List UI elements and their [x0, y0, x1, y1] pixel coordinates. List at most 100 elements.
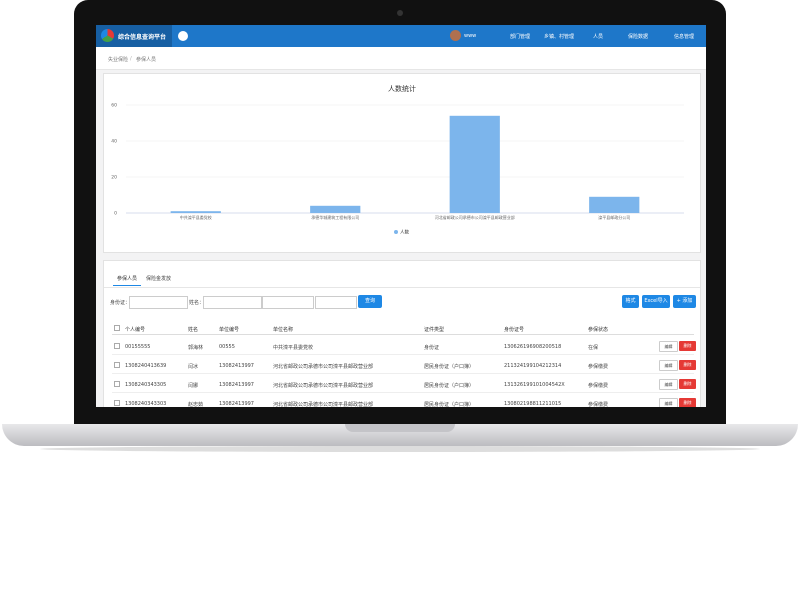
tab-underline: [113, 285, 141, 286]
table-cell: 郭海林: [188, 345, 204, 351]
table-cell: 河北省邮政公司承德市公司滦平县邮政营业部: [273, 402, 374, 407]
laptop-shadow: [40, 446, 760, 452]
edit-button[interactable]: 编辑: [659, 341, 678, 352]
table-cell: 中共滦平县委党校: [273, 345, 314, 351]
navbar: 综合信息查询平台 www 部门管理 乡镇、村管理 人员 保险数据 信息管理: [96, 25, 706, 47]
delete-button[interactable]: 删除: [679, 398, 696, 407]
avatar: [450, 30, 461, 41]
table-cell: 闫冰: [188, 364, 199, 370]
select[interactable]: [315, 296, 357, 309]
checkbox[interactable]: [114, 325, 120, 331]
table: 个人编号 姓名 单位编号 单位名称 证件类型 身份证号 参保状态 00155555 郭海林 005…: [104, 261, 700, 407]
table-cell: 13082413997: [219, 382, 254, 388]
edit-button[interactable]: 编辑: [659, 398, 678, 407]
table-cell: 居民身份证（户口簿）: [424, 383, 475, 389]
table-cell: 13082413997: [219, 363, 254, 369]
chart: 人数统计 0 20 40 60 中共滦平县委党校 承德华城建筑工程有限公司 河北省邮政公司承…: [111, 84, 684, 236]
laptop-base: [2, 424, 798, 446]
legend-label: 人数: [400, 229, 409, 236]
format-button[interactable]: 格式: [622, 295, 639, 308]
header-cell: 参保状态: [588, 327, 609, 333]
bar: [589, 196, 640, 213]
import-button[interactable]: Excel导入: [642, 295, 670, 308]
brand-text: 综合信息查询平台: [118, 34, 167, 41]
table-cell: 1308240343305: [125, 382, 167, 388]
nav-item[interactable]: 乡镇、村管理: [544, 34, 575, 40]
legend-marker: [394, 230, 398, 234]
table-cell: 参保缴费: [588, 402, 609, 407]
nav-item[interactable]: 保险数据: [628, 34, 649, 40]
nav-item[interactable]: 部门管理: [510, 34, 531, 40]
checkbox[interactable]: [114, 400, 120, 406]
header-cell: 姓名: [188, 327, 199, 333]
tab[interactable]: 保险金发放: [146, 276, 172, 282]
row-line: [112, 334, 694, 335]
table-cell: 居民身份证（户口簿）: [424, 402, 475, 407]
edit-button[interactable]: 编辑: [659, 379, 678, 390]
breadcrumb-item[interactable]: 失业保险: [108, 57, 129, 63]
name-input[interactable]: [203, 296, 262, 309]
table-cell: 身份证: [424, 345, 440, 351]
delete-button[interactable]: 删除: [679, 379, 696, 389]
tab[interactable]: 参保人员: [117, 276, 138, 282]
bar: [310, 205, 361, 213]
breadcrumb-item: 参保人员: [136, 57, 157, 63]
table-panel: 参保人员 保险金发放 身份证： 姓名： 查询 格式 Excel导入 + 添加 个…: [103, 260, 701, 407]
x-tick-label: 滦平县邮政分公司: [598, 214, 630, 220]
tab-divider: [104, 287, 700, 288]
header-cell: 单位名称: [273, 327, 294, 333]
table-cell: 130802198811211015: [504, 401, 562, 407]
table-cell: 赵忠茹: [188, 402, 204, 407]
brand[interactable]: 综合信息查询平台: [96, 25, 172, 47]
table-cell: 131326199101004542X: [504, 382, 565, 388]
row-line: [112, 354, 694, 355]
id-input[interactable]: [129, 296, 188, 309]
chart-title: 人数统计: [388, 84, 416, 93]
laptop-notch: [345, 424, 455, 432]
header-cell: 身份证号: [504, 327, 525, 333]
table-cell: 1308240343303: [125, 401, 167, 407]
nav-user[interactable]: www: [464, 33, 477, 39]
x-tick-label: 承德华城建筑工程有限公司: [311, 214, 359, 220]
bar: [449, 115, 500, 213]
table-cell: 参保缴费: [588, 383, 609, 389]
header-cell: 个人编号: [125, 327, 146, 333]
delete-button[interactable]: 删除: [679, 341, 696, 351]
camera: [397, 10, 403, 16]
table-cell: 130626196908200518: [504, 344, 562, 350]
table-cell: 河北省邮政公司承德市公司滦平县邮政营业部: [273, 364, 374, 370]
table-cell: 13082413997: [219, 401, 254, 407]
delete-button[interactable]: 删除: [679, 360, 696, 370]
table-cell: 在保: [588, 345, 599, 351]
header-cell: 证件类型: [424, 327, 445, 333]
screen: 综合信息查询平台 www 部门管理 乡镇、村管理 人员 保险数据 信息管理 失业…: [96, 25, 706, 407]
y-tick-label: 20: [111, 175, 117, 181]
search-button[interactable]: 查询: [358, 295, 382, 308]
row-line: [112, 373, 694, 374]
x-tick-label: 中共滦平县委党校: [180, 214, 212, 220]
edit-button[interactable]: 编辑: [659, 360, 678, 371]
table-cell: 参保缴费: [588, 364, 609, 370]
row-line: [112, 392, 694, 393]
name-label: 姓名：: [189, 300, 205, 306]
select[interactable]: [262, 296, 314, 309]
search-icon[interactable]: [178, 31, 188, 41]
header-cell: 单位编号: [219, 327, 240, 333]
breadcrumb: 失业保险 / 参保人员: [96, 47, 706, 70]
bar: [170, 211, 221, 213]
y-tick-label: 0: [114, 211, 117, 217]
table-cell: 00555: [219, 344, 235, 350]
table-cell: 211324199104212314: [504, 363, 562, 369]
add-button[interactable]: + 添加: [673, 295, 696, 308]
nav-item[interactable]: 人员: [593, 34, 604, 40]
table-cell: 河北省邮政公司承德市公司滦平县邮政营业部: [273, 383, 374, 389]
nav-item[interactable]: 信息管理: [674, 34, 695, 40]
table-cell: 00155555: [125, 344, 151, 350]
checkbox[interactable]: [114, 381, 120, 387]
checkbox[interactable]: [114, 362, 120, 368]
y-tick-label: 60: [111, 103, 117, 109]
breadcrumb-sep: /: [130, 56, 132, 62]
table-cell: 闫娜: [188, 383, 199, 389]
checkbox[interactable]: [114, 343, 120, 349]
